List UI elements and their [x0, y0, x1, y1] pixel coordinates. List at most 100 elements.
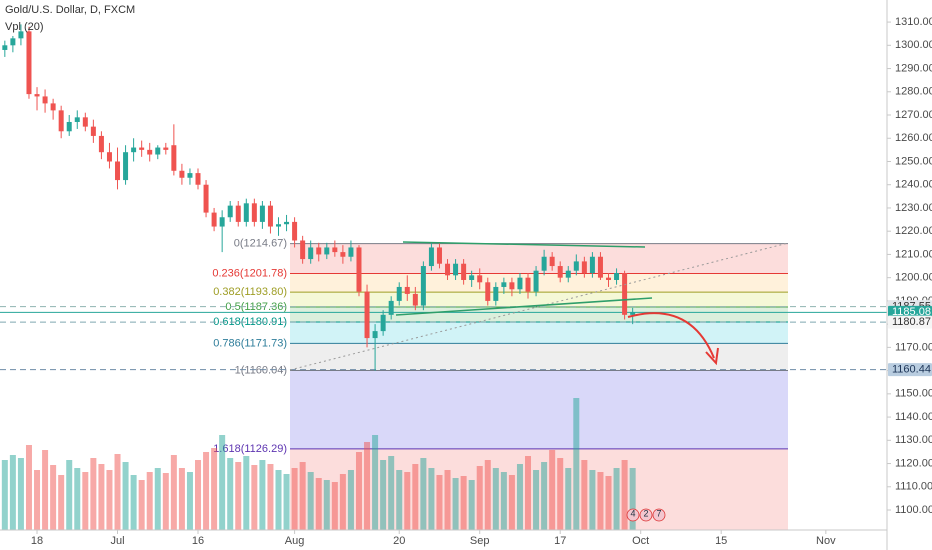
candle-body: [581, 261, 587, 274]
volume-bar: [114, 454, 121, 530]
volume-bar: [396, 470, 403, 530]
volume-bar: [621, 460, 628, 530]
volume-layer: [1, 398, 636, 530]
volume-bar: [203, 452, 210, 530]
fib-label: 1(1160.04): [235, 364, 287, 376]
volume-bar: [9, 455, 16, 530]
candle-body: [364, 291, 370, 339]
volume-bar: [227, 458, 234, 530]
candle-body: [557, 266, 563, 278]
y-tick-label: 1140.00: [895, 411, 932, 423]
volume-bar: [347, 470, 354, 530]
volume-bar: [25, 445, 32, 530]
candle-body: [275, 224, 281, 227]
y-tick-label: 1120.00: [895, 457, 932, 469]
volume-bar: [162, 473, 169, 530]
x-tick-label: Jul: [110, 535, 124, 547]
candle-body: [227, 205, 233, 218]
volume-bar: [130, 475, 137, 530]
fib-label: 0.382(1193.80): [213, 286, 287, 298]
candle-body: [589, 256, 595, 274]
volume-bar: [323, 480, 330, 530]
candle-body: [203, 184, 209, 213]
volume-bar: [549, 450, 556, 530]
y-tick-label: 1290.00: [895, 62, 932, 74]
volume-bar: [492, 468, 499, 530]
volume-bar: [516, 464, 523, 530]
candle-body: [171, 145, 177, 171]
volume-bar: [219, 435, 226, 530]
x-tick-label: 17: [554, 535, 566, 547]
event-icon: [652, 508, 666, 522]
fib-band: [290, 343, 788, 371]
fib-label: 0.786(1171.73): [213, 337, 287, 349]
fib-trend-line: [289, 242, 789, 371]
candle-body: [525, 277, 531, 292]
volume-bar: [420, 458, 427, 530]
candle-body: [404, 286, 410, 294]
candle-body: [115, 161, 121, 181]
volume-bar: [508, 475, 515, 530]
candle-body: [106, 152, 112, 162]
candle-body: [565, 270, 571, 278]
x-tick-label: 18: [31, 535, 43, 547]
candle-body: [436, 247, 442, 264]
chart-title: Gold/U.S. Dollar, D, FXCM: [5, 4, 135, 16]
fib-label: 0.236(1201.78): [212, 267, 287, 279]
y-tick-label: 1240.00: [895, 179, 932, 191]
candle-body: [187, 173, 193, 178]
price-tag: [888, 315, 932, 329]
volume-bar: [444, 470, 451, 530]
candle-body: [477, 275, 483, 283]
candle-body: [348, 247, 354, 257]
volume-bar: [380, 460, 387, 530]
y-tick-label: 1200.00: [895, 272, 932, 284]
volume-bar: [251, 465, 258, 530]
volume-bar: [58, 475, 65, 530]
support-line: [395, 297, 653, 316]
candle-body: [66, 121, 72, 132]
volume-bar: [283, 474, 290, 530]
volume-bar: [436, 475, 443, 530]
candle-body: [300, 240, 306, 260]
volume-bar: [364, 442, 371, 530]
volume-bar: [468, 480, 475, 530]
x-tick-label: Aug: [285, 535, 305, 547]
volume-bar: [565, 468, 572, 530]
y-tick-label: 1230.00: [895, 202, 932, 214]
volume-bar: [484, 460, 491, 530]
volume-bar: [82, 472, 89, 530]
event-label: 2: [643, 508, 648, 518]
y-tick-label: 1170.00: [895, 341, 932, 353]
candle-body: [597, 256, 603, 278]
volume-bar: [460, 476, 467, 530]
volume-bar: [1, 460, 8, 530]
x-tick-label: Sep: [470, 535, 490, 547]
volume-bar: [557, 458, 564, 530]
y-tick-label: 1130.00: [895, 434, 932, 446]
candle-body: [34, 94, 40, 97]
volume-bar: [90, 458, 97, 530]
candle-body: [292, 221, 298, 241]
volume-bar: [589, 470, 596, 530]
volume-bar: [34, 470, 41, 530]
candle-body: [340, 252, 346, 257]
candle-body: [74, 117, 80, 122]
candle-body: [10, 38, 16, 46]
candle-body: [606, 277, 612, 280]
volume-bar: [291, 468, 298, 530]
candle-body: [332, 247, 338, 253]
volume-bar: [331, 482, 338, 530]
candle-body: [251, 203, 257, 222]
axes: 1100.00 1110.00 1120.00 1130.00 1140.00 1150.…: [31, 16, 932, 547]
volume-bar: [307, 472, 314, 530]
candle-body: [98, 135, 104, 153]
candle-body: [501, 282, 507, 287]
y-tick-label: 1270.00: [895, 109, 932, 121]
candle-body: [58, 110, 64, 132]
candle-body: [179, 170, 185, 178]
x-tick-label: Nov: [816, 535, 836, 547]
volume-bar: [629, 468, 636, 530]
